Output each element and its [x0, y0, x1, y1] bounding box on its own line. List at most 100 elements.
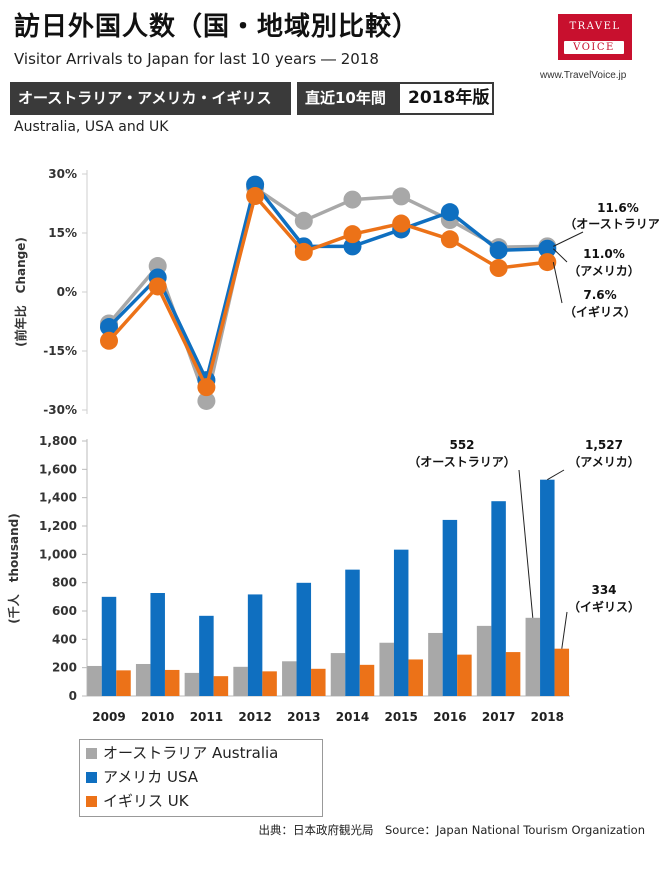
logo-line2: VOICE — [564, 41, 624, 54]
legend-label-australia: オーストラリア Australia — [103, 744, 279, 762]
travelvoice-logo[interactable]: TRAVEL VOICE — [558, 14, 632, 60]
bar-uk — [505, 652, 521, 696]
bar-x-tick-label: 2012 — [238, 710, 271, 724]
bar-x-tick-label: 2010 — [141, 710, 174, 724]
countries-english: Australia, USA and UK — [14, 119, 169, 135]
line-y-tick-label: 15% — [48, 226, 77, 240]
bar-x-tick-label: 2009 — [92, 710, 125, 724]
line-callout-australia — [553, 231, 584, 247]
bar-usa — [393, 549, 409, 696]
page-subtitle: Visitor Arrivals to Japan for last 10 ye… — [14, 50, 379, 68]
legend-item-australia: オーストラリア Australia — [86, 742, 278, 764]
line-point-uk — [294, 242, 313, 261]
bar-x-tick-label: 2011 — [190, 710, 223, 724]
bar-australia — [525, 617, 541, 696]
line-annotation-value-australia: 11.6% — [597, 201, 639, 215]
bar-australia — [135, 663, 151, 696]
legend-label-uk: イギリス UK — [103, 792, 189, 810]
line-annotation-name-uk: （イギリス） — [564, 304, 636, 319]
bar-x-tick-label: 2016 — [433, 710, 466, 724]
line-point-usa — [538, 239, 557, 258]
bar-y-tick-label: 0 — [69, 689, 77, 703]
line-series-usa — [107, 182, 548, 382]
bar-uk — [408, 659, 423, 696]
bar-y-tick-label: 1,600 — [39, 462, 77, 476]
site-url[interactable]: www.TravelVoice.jp — [540, 70, 627, 81]
line-point-uk — [148, 277, 167, 296]
line-point-australia — [392, 187, 411, 206]
countries-tag: オーストラリア・アメリカ・イギリス — [10, 82, 291, 115]
bar-y-tick-label: 400 — [52, 632, 77, 646]
bar-annotation-name-uk: （イギリス） — [568, 599, 640, 614]
line-point-uk — [538, 253, 557, 272]
bar-y-tick-label: 600 — [52, 604, 77, 618]
line-point-australia — [294, 211, 313, 230]
line-series-australia — [107, 186, 548, 403]
bar-usa — [345, 569, 360, 696]
legend-swatch-uk — [86, 796, 97, 807]
bar-callout-uk — [561, 611, 568, 649]
line-point-usa — [440, 203, 459, 222]
bar-usa — [101, 596, 117, 696]
legend-item-uk: イギリス UK — [86, 790, 189, 812]
bar-uk — [116, 670, 131, 696]
bar-uk — [359, 664, 375, 696]
bar-australia — [330, 653, 346, 696]
logo-line1: TRAVEL — [569, 21, 621, 32]
source-note: 出典：日本政府観光局 Source：Japan National Tourism… — [258, 823, 646, 837]
line-callout-usa — [552, 248, 568, 263]
period-tag: 直近10年間 — [297, 82, 403, 115]
line-point-uk — [392, 214, 411, 233]
bar-australia — [184, 672, 200, 696]
line-point-uk — [343, 225, 362, 244]
bar-australia — [379, 642, 394, 696]
bar-x-tick-label: 2013 — [287, 710, 320, 724]
line-point-uk — [197, 378, 216, 397]
line-y-tick-label: -15% — [43, 344, 77, 358]
line-annotation-name-usa: （アメリカ） — [568, 263, 639, 278]
bar-uk — [164, 669, 180, 696]
bar-y-tick-label: 200 — [52, 661, 77, 675]
bar-callout-usa — [547, 469, 565, 481]
bar-y-axis-title: (千人 thousand) — [6, 513, 21, 623]
chart-legend: オーストラリア Australia アメリカ USA イギリス UK — [79, 739, 323, 817]
edition-tag: 2018年版 — [398, 82, 494, 115]
bar-annotation-value-australia: 552 — [449, 438, 474, 452]
line-point-uk — [100, 331, 118, 350]
bar-callout-australia — [518, 469, 534, 618]
bar-uk — [457, 654, 472, 696]
line-point-uk — [246, 187, 265, 206]
bar-usa — [150, 593, 165, 696]
bar-uk — [262, 671, 277, 696]
line-point-australia — [343, 190, 362, 209]
line-point-uk — [440, 230, 459, 249]
line-point-usa — [489, 241, 508, 260]
bar-usa — [199, 615, 214, 696]
line-point-australia — [197, 391, 216, 410]
line-annotation-name-australia: （オーストラリア） — [564, 216, 659, 231]
bar-usa — [296, 582, 312, 696]
legend-label-usa: アメリカ USA — [103, 768, 199, 786]
bar-x-tick-label: 2015 — [384, 710, 417, 724]
line-callout-uk — [552, 262, 563, 304]
bar-usa — [247, 594, 263, 696]
bar-x-tick-label: 2014 — [336, 710, 369, 724]
bar-australia — [87, 665, 102, 696]
bar-australia — [233, 666, 248, 696]
bar-uk — [554, 648, 570, 696]
bar-annotation-value-usa: 1,527 — [585, 438, 623, 452]
bar-annotation-name-usa: （アメリカ） — [568, 454, 639, 469]
bar-y-tick-label: 800 — [52, 576, 77, 590]
line-point-uk — [489, 259, 508, 278]
bar-australia — [476, 625, 492, 696]
legend-item-usa: アメリカ USA — [86, 766, 198, 788]
line-y-tick-label: -30% — [43, 403, 77, 417]
bar-y-tick-label: 1,800 — [39, 434, 77, 448]
legend-swatch-usa — [86, 772, 97, 783]
line-series-uk — [107, 194, 548, 389]
bar-uk — [213, 676, 229, 696]
bar-annotation-name-australia: （オーストラリア） — [408, 454, 515, 469]
page-title: 訪日外国人数（国・地域別比較） — [14, 12, 420, 42]
bar-y-tick-label: 1,200 — [39, 519, 77, 533]
